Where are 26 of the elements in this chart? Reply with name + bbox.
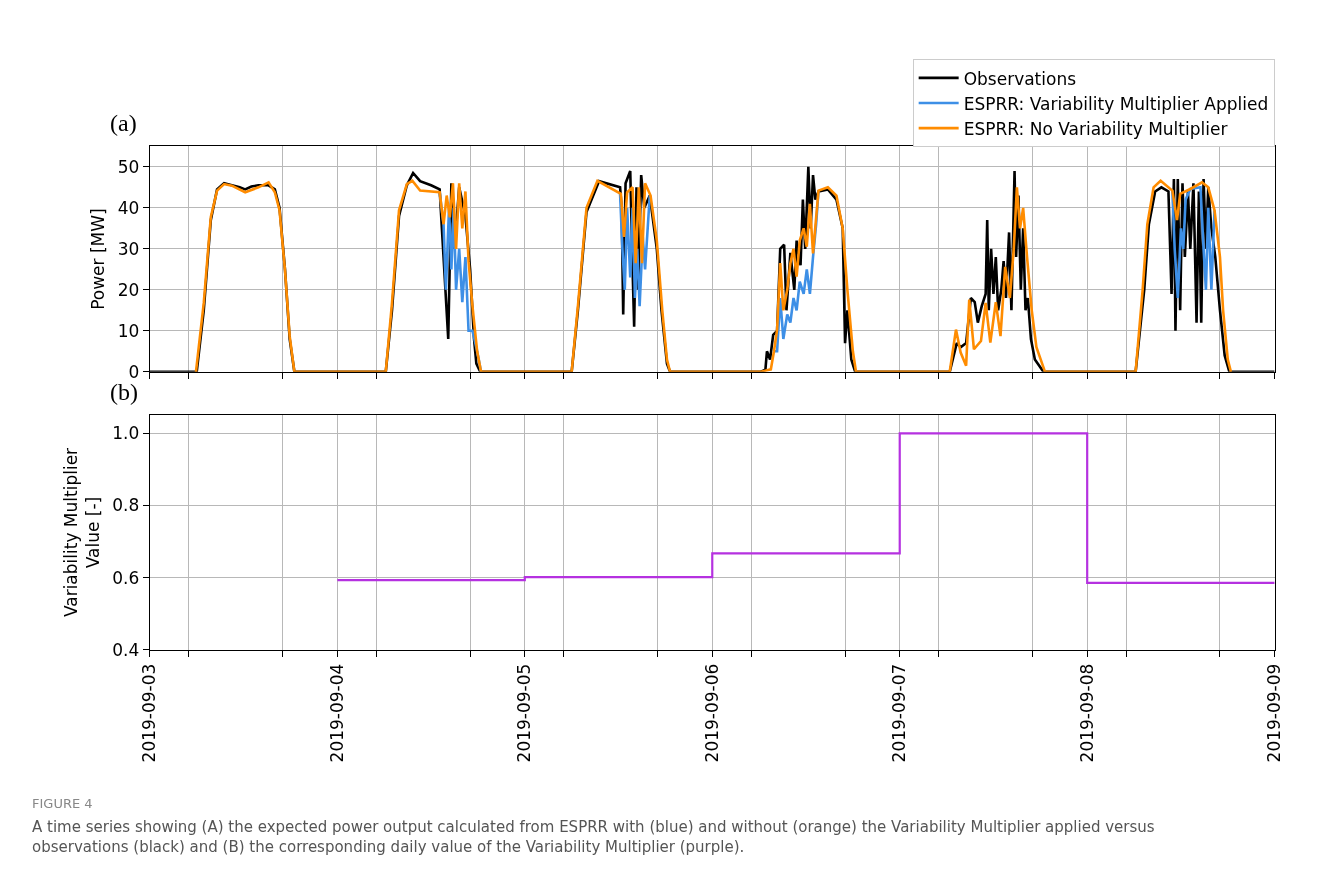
y-tick-label: 0.8 — [112, 495, 140, 516]
y-tick-label: 20 — [117, 279, 140, 300]
y-tick-label: 40 — [117, 197, 140, 218]
text: A time series showing (A) the expected power output calculated from ESPRR with (blue) and without (orange) the Variability Multiplier applied versus observations (black) and (B) the corresponding daily value of the Variability Multiplier (purple). — [32, 818, 1155, 856]
x-tick-label: 2019-09-08 — [1076, 663, 1097, 763]
caption: FIGURE 4 — [32, 796, 93, 811]
x-tick-label: 2019-09-09 — [1264, 663, 1285, 763]
x-tick-label: 2019-09-03 — [139, 663, 160, 763]
legend-label: Observations — [963, 68, 1077, 89]
x-tick-label: 2019-09-06 — [701, 663, 722, 763]
y-tick-label: 10 — [117, 320, 140, 341]
legend-label: ESPRR: Variability Multiplier Applied — [963, 93, 1269, 114]
x-tick-label: 2019-09-07 — [889, 663, 910, 763]
y-axis-title: Variability Multiplier Value [-] — [60, 447, 103, 618]
y-tick-label: 0.4 — [112, 639, 140, 660]
legend-label: ESPRR: No Variability Multiplier — [963, 118, 1228, 139]
y-tick-label: 0.6 — [112, 567, 140, 588]
text: (a) — [110, 110, 137, 136]
x-tick-label: 2019-09-05 — [514, 663, 535, 763]
y-axis-title: Power [MW] — [88, 208, 109, 310]
y-tick-label: 30 — [117, 238, 140, 259]
y-tick-label: 50 — [117, 156, 140, 177]
text: (b) — [110, 379, 138, 405]
y-tick-label: 0 — [128, 361, 140, 382]
y-tick-label: 1.0 — [112, 423, 140, 444]
x-tick-label: 2019-09-04 — [326, 663, 347, 763]
